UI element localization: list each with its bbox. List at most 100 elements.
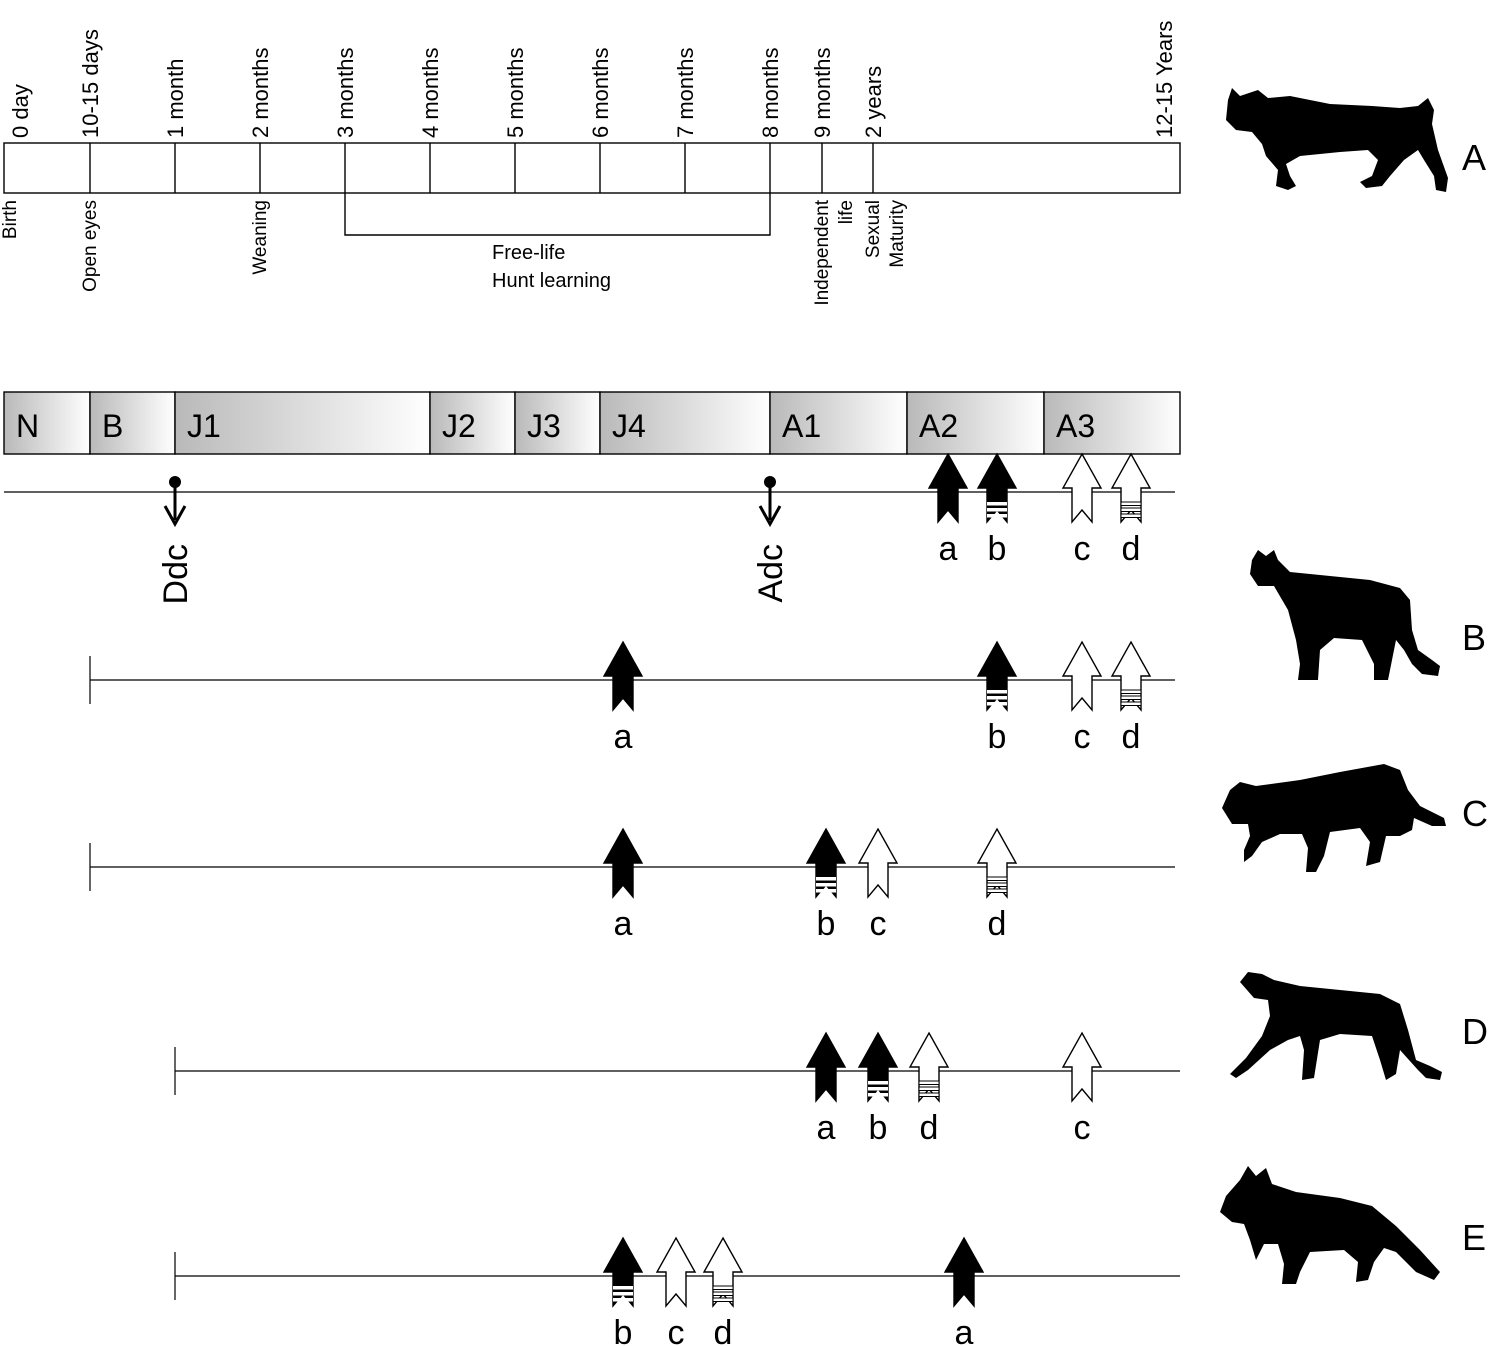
marker-label: b xyxy=(988,530,1007,568)
solid-arrow xyxy=(857,1031,899,1103)
marker-label: c xyxy=(1074,718,1091,756)
solid-arrow xyxy=(976,640,1018,712)
age-label: 3 months xyxy=(333,48,358,139)
age-label: 8 months xyxy=(758,48,783,139)
arrow-bar xyxy=(987,502,1007,506)
marker-label: d xyxy=(920,1109,939,1147)
age-label: 7 months xyxy=(673,48,698,139)
lynx-silhouette xyxy=(1226,88,1448,192)
age-event-label: life xyxy=(836,200,857,224)
marker-label: Ddc xyxy=(157,544,195,604)
arrow-bar xyxy=(613,1298,633,1302)
fox-silhouette xyxy=(1220,1166,1440,1284)
marker-label: c xyxy=(668,1314,685,1346)
arrow-bar xyxy=(712,1297,734,1302)
marker-label: b xyxy=(614,1314,633,1346)
solid-arrow xyxy=(602,1236,644,1308)
cheetah-silhouette xyxy=(1230,972,1442,1080)
marker-label: a xyxy=(614,905,633,943)
arrow-bar xyxy=(918,1092,940,1097)
stage-label: A3 xyxy=(1056,408,1095,444)
arrow-bar xyxy=(1120,501,1142,506)
solid-arrow xyxy=(976,452,1018,524)
solid-arrow xyxy=(602,827,644,899)
age-event-label: Sexual xyxy=(863,200,884,258)
stage-cell xyxy=(89,391,176,455)
cougar-silhouette xyxy=(1250,550,1440,680)
marker-label: a xyxy=(955,1314,974,1346)
arrow-bar xyxy=(1120,689,1142,694)
age-label: 4 months xyxy=(418,48,443,139)
stage-label: J2 xyxy=(442,408,476,444)
age-event-label: Open eyes xyxy=(80,200,101,292)
arrow-bar xyxy=(987,514,1007,518)
age-label: 2 years xyxy=(861,66,886,138)
open-arrow xyxy=(1061,452,1103,524)
age-label: 6 months xyxy=(588,48,613,139)
arrow-bar xyxy=(986,882,1008,887)
arrow-bar xyxy=(918,1080,940,1085)
marker-label: Adc xyxy=(752,544,790,603)
arrow-bar xyxy=(1120,513,1142,518)
panel-label: A xyxy=(1462,137,1486,178)
solid-arrow xyxy=(602,640,644,712)
arrow-bar xyxy=(816,889,836,893)
marker-label: a xyxy=(817,1109,836,1147)
stage-cell xyxy=(1043,391,1181,455)
solid-arrow xyxy=(805,827,847,899)
stage-label: A1 xyxy=(782,408,821,444)
stage-label: A2 xyxy=(919,408,958,444)
stage-label: N xyxy=(16,408,39,444)
stage-label: B xyxy=(102,408,123,444)
marker-label: a xyxy=(614,718,633,756)
arrow-bar xyxy=(1120,695,1142,700)
stage-cell xyxy=(769,391,908,455)
ocelot-silhouette xyxy=(1222,764,1446,872)
arrow-bar xyxy=(613,1286,633,1290)
arrow-bar xyxy=(712,1285,734,1290)
open-arrow xyxy=(1061,1031,1103,1103)
arrow-bar xyxy=(613,1292,633,1296)
age-label: 12-15 Years xyxy=(1152,21,1177,138)
marker-label: d xyxy=(714,1314,733,1346)
age-label: 10-15 days xyxy=(78,29,103,138)
arrow-bar xyxy=(816,883,836,887)
marker-label: a xyxy=(939,530,958,568)
arrow-bar xyxy=(868,1087,888,1091)
age-label: 1 month xyxy=(163,59,188,139)
age-event-label: Independent xyxy=(812,199,833,305)
pin-arrowhead xyxy=(163,505,187,528)
free-life-label: Free-life xyxy=(492,242,565,264)
age-event-label: Birth xyxy=(0,200,21,239)
open-arrow xyxy=(1061,640,1103,712)
open-arrow xyxy=(857,827,899,899)
age-event-label: Maturity xyxy=(887,200,908,268)
solid-arrow xyxy=(805,1031,847,1103)
marker-label: c xyxy=(870,905,887,943)
arrow-bar xyxy=(986,876,1008,881)
solid-arrow xyxy=(943,1236,985,1308)
hunt-learning-label: Hunt learning xyxy=(492,270,611,292)
stage-cell xyxy=(3,391,91,455)
panel-label: B xyxy=(1462,617,1486,658)
age-label: 5 months xyxy=(503,48,528,139)
panel-label: E xyxy=(1462,1217,1486,1258)
arrow-bar xyxy=(868,1081,888,1085)
age-event-label: Weaning xyxy=(250,200,271,275)
panel-label: C xyxy=(1462,793,1488,834)
arrow-bar xyxy=(868,1093,888,1097)
age-timeline: 0 day 10-15 days 1 month 2 months 3 months 4 … xyxy=(0,21,1181,306)
arrow-bar xyxy=(987,690,1007,694)
age-label: 9 months xyxy=(810,48,835,139)
marker-label: d xyxy=(988,905,1007,943)
open-arrow xyxy=(655,1236,697,1308)
marker-label: d xyxy=(1122,530,1141,568)
arrow-bar xyxy=(987,696,1007,700)
solid-arrow xyxy=(927,452,969,524)
pin-arrowhead xyxy=(758,505,782,528)
